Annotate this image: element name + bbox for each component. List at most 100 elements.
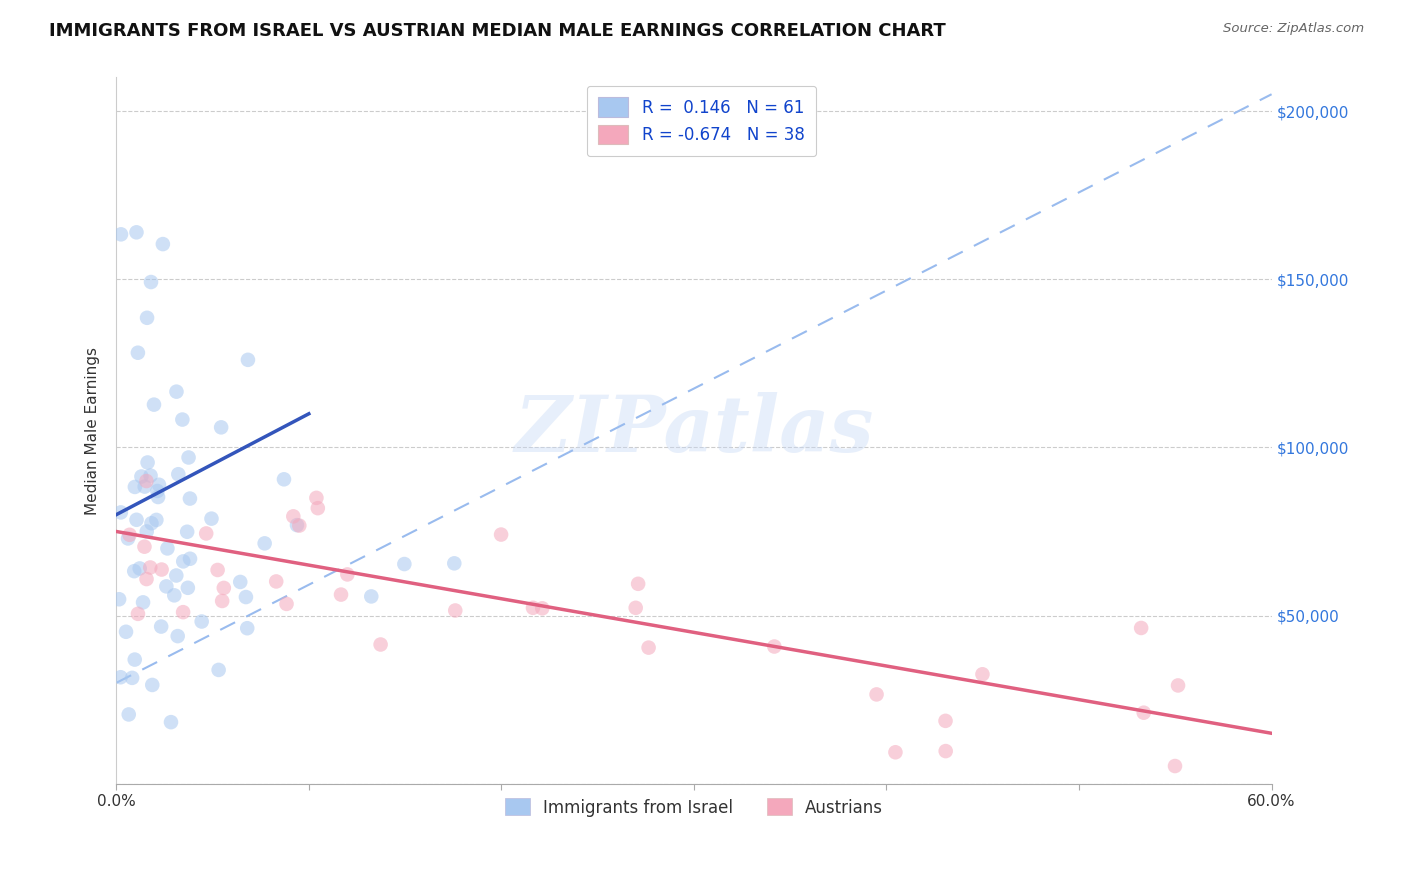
Point [176, 524, 198, 539]
Point [141, 516, 163, 531]
Point [209, 420, 232, 434]
Point [253, 536, 276, 550]
Point [122, 564, 145, 578]
Point [531, 601, 554, 615]
Point [236, 352, 259, 367]
Point [522, 600, 544, 615]
Point [172, 605, 194, 619]
Point [489, 527, 512, 541]
Point [288, 518, 311, 533]
Point [152, 237, 174, 252]
Point [972, 667, 994, 681]
Point [131, 469, 153, 483]
Point [115, 624, 138, 639]
Point [273, 472, 295, 486]
Point [1167, 678, 1189, 692]
Y-axis label: Median Male Earnings: Median Male Earnings [86, 347, 100, 515]
Point [125, 225, 148, 239]
Point [179, 551, 201, 566]
Point [200, 511, 222, 525]
Point [155, 579, 177, 593]
Point [108, 592, 131, 607]
Point [195, 526, 218, 541]
Point [212, 581, 235, 595]
Point [283, 509, 305, 524]
Point [330, 588, 353, 602]
Point [127, 607, 149, 621]
Point [110, 227, 132, 242]
Point [884, 745, 907, 759]
Point [285, 518, 308, 533]
Point [935, 744, 957, 758]
Point [336, 567, 359, 582]
Point [179, 491, 201, 506]
Point [264, 574, 287, 589]
Point [177, 581, 200, 595]
Point [207, 563, 229, 577]
Text: Source: ZipAtlas.com: Source: ZipAtlas.com [1223, 22, 1364, 36]
Point [125, 513, 148, 527]
Point [637, 640, 659, 655]
Point [235, 590, 257, 604]
Point [134, 480, 156, 494]
Point [127, 345, 149, 359]
Text: IMMIGRANTS FROM ISRAEL VS AUSTRIAN MEDIAN MALE EARNINGS CORRELATION CHART: IMMIGRANTS FROM ISRAEL VS AUSTRIAN MEDIA… [49, 22, 946, 40]
Legend: Immigrants from Israel, Austrians: Immigrants from Israel, Austrians [496, 790, 891, 825]
Point [763, 640, 786, 654]
Point [121, 671, 143, 685]
Point [229, 574, 252, 589]
Point [110, 505, 132, 519]
Point [148, 477, 170, 491]
Point [134, 540, 156, 554]
Point [627, 577, 650, 591]
Point [165, 568, 187, 582]
Point [276, 597, 298, 611]
Point [124, 652, 146, 666]
Point [135, 524, 157, 539]
Point [177, 450, 200, 465]
Point [624, 600, 647, 615]
Point [117, 532, 139, 546]
Point [207, 663, 229, 677]
Point [305, 491, 328, 505]
Point [136, 310, 159, 325]
Point [124, 480, 146, 494]
Point [156, 541, 179, 556]
Point [139, 275, 162, 289]
Point [145, 513, 167, 527]
Point [1132, 706, 1154, 720]
Point [132, 595, 155, 609]
Point [236, 621, 259, 635]
Point [370, 638, 392, 652]
Point [865, 687, 887, 701]
Point [135, 572, 157, 586]
Text: ZIPatlas: ZIPatlas [515, 392, 873, 469]
Point [394, 557, 416, 571]
Point [211, 594, 233, 608]
Point [307, 501, 329, 516]
Point [172, 412, 194, 426]
Point [160, 715, 183, 730]
Point [444, 603, 467, 617]
Point [135, 474, 157, 488]
Point [143, 398, 166, 412]
Point [150, 619, 173, 633]
Point [443, 557, 465, 571]
Point [128, 561, 150, 575]
Point [166, 384, 188, 399]
Point [136, 455, 159, 469]
Point [172, 554, 194, 568]
Point [118, 707, 141, 722]
Point [139, 468, 162, 483]
Point [146, 483, 169, 498]
Point [1130, 621, 1153, 635]
Point [1164, 759, 1187, 773]
Point [146, 490, 169, 504]
Point [167, 467, 190, 482]
Point [110, 670, 132, 684]
Point [163, 588, 186, 602]
Point [360, 590, 382, 604]
Point [166, 629, 188, 643]
Point [190, 615, 212, 629]
Point [141, 678, 163, 692]
